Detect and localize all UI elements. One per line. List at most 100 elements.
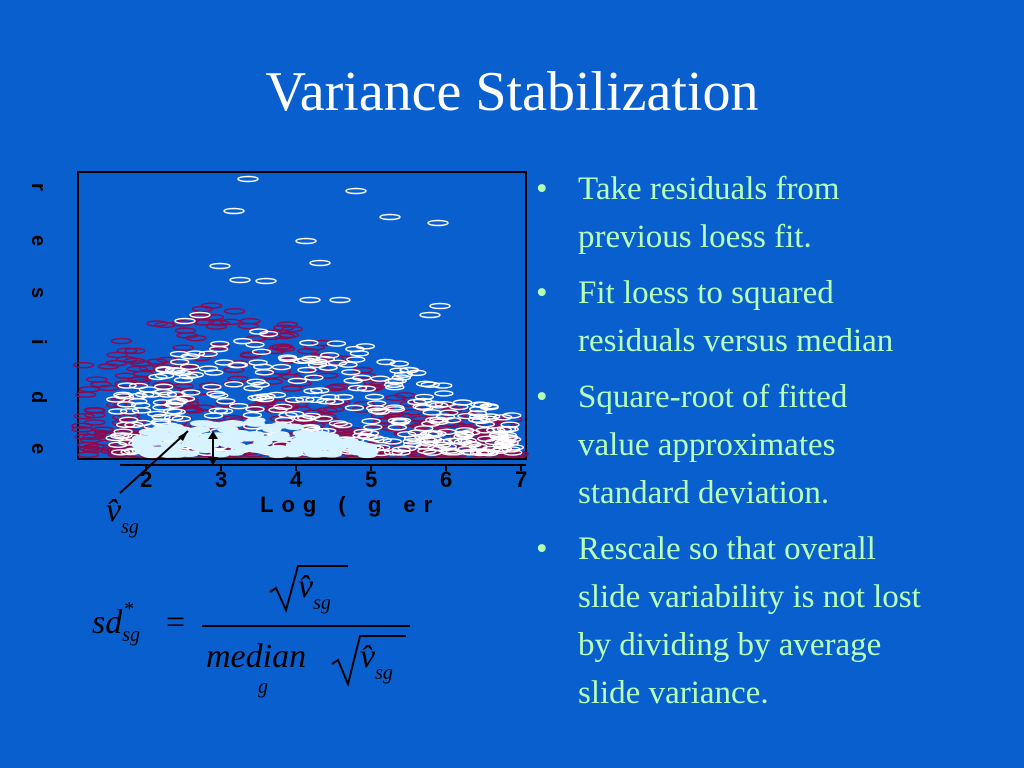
scatter-point [163,407,183,415]
scatter-point [155,366,175,374]
formula-lhs-sup: * [124,598,135,620]
vhat-annotation: v̂sg [106,492,139,538]
scatter-point [82,443,105,450]
scatter-point [208,319,230,327]
scatter-point [216,397,236,405]
formula-den-v: v̂sg [360,638,393,684]
scatter-point [427,219,449,227]
scatter-point [394,392,416,399]
scatter-point [77,451,99,458]
scatter-point [116,401,137,408]
scatter-point [416,436,436,443]
scatter-point [82,433,104,441]
scatter-point [355,343,376,350]
scatter-point [174,327,197,334]
scatter-point [255,277,277,285]
scatter-point [303,387,323,395]
scatter-point [345,187,367,195]
denominator-sqrt-icon [331,635,406,688]
arrow-up-icon [208,431,218,439]
scatter-point [303,409,325,416]
scatter-point [328,420,349,427]
scatter-point [223,207,245,215]
y-axis-tick-label: d [27,391,49,403]
scatter-point [210,340,230,348]
scatter-point [154,321,176,329]
scatter-point [326,340,347,347]
vhat-subscript: sg [121,516,139,538]
denominator-vhat: v̂ [360,638,376,675]
scatter-point [391,374,412,381]
scatter-point [323,405,345,413]
scatter-point [327,359,348,367]
scatter-point [387,424,408,431]
scatter-point [209,262,231,270]
scatter-point [205,323,228,330]
scatter-point [370,408,390,415]
scatter-point [105,434,125,442]
scatter-point [434,400,455,408]
scatter-point [391,417,412,424]
scatter-point [269,344,291,351]
scatter-point [385,384,405,391]
scatter-point [489,431,509,438]
scatter-point [168,397,189,405]
scatter-point [129,379,151,386]
scatter-point [189,311,211,319]
scatter-point [440,447,460,454]
denominator-v-sub: sg [375,662,393,684]
scatter-point [105,359,127,367]
scatter-point [299,296,321,304]
scatter-point [84,419,106,426]
scatter-point [268,406,288,414]
numerator-vhat: v̂ [298,568,314,605]
scatter-point [188,426,209,434]
scatter-point [419,451,442,459]
scatter-point [366,405,386,412]
scatter-point [475,421,496,428]
scatter-point [448,437,468,444]
arrow-down-icon [208,457,218,465]
scatter-point [190,420,210,427]
scatter-point [287,377,308,385]
formula-lhs: sd * sg [92,598,144,646]
residual-scatter-plot: r e s i d e 2 3 4 5 6 7 Log ( g er [20,165,560,525]
scatter-point [307,361,328,369]
scatter-point [220,437,241,445]
scatter-point [245,406,265,413]
scatter-point [353,428,373,436]
scatter-point [202,383,222,391]
scatter-point [106,351,128,359]
scatter-point [231,431,251,439]
scatter-point [407,369,427,377]
scatter-point [116,347,138,354]
scatter-point [191,445,211,452]
scatter-point [173,362,196,369]
scatter-point [370,375,390,382]
scatter-point [185,334,207,342]
scatter-point [383,381,404,388]
scatter-point [245,341,265,348]
scatter-point [209,392,229,399]
scatter-point [334,393,354,401]
scatter-point [418,437,438,444]
scatter-point [131,402,151,409]
scatter-point [251,393,271,401]
bullet-list: • Take residuals from previous loess fit… [532,165,1012,725]
scatter-point [341,368,361,376]
x-axis-tick-label: 3 [215,467,227,492]
scatter-point [346,356,366,363]
scatter-point [470,401,490,408]
scatter-point [304,374,324,381]
scatter-point [361,418,381,425]
scatter-point [295,237,317,245]
x-axis-tick-label: 4 [290,467,303,492]
scatter-point [307,365,330,373]
scatter-point [452,399,473,406]
scatter-point [435,413,456,421]
scatter-point [247,443,268,450]
scatter-point [421,420,441,427]
scatter-point [110,337,133,345]
scatter-point [413,397,433,405]
scatter-point [237,322,259,330]
